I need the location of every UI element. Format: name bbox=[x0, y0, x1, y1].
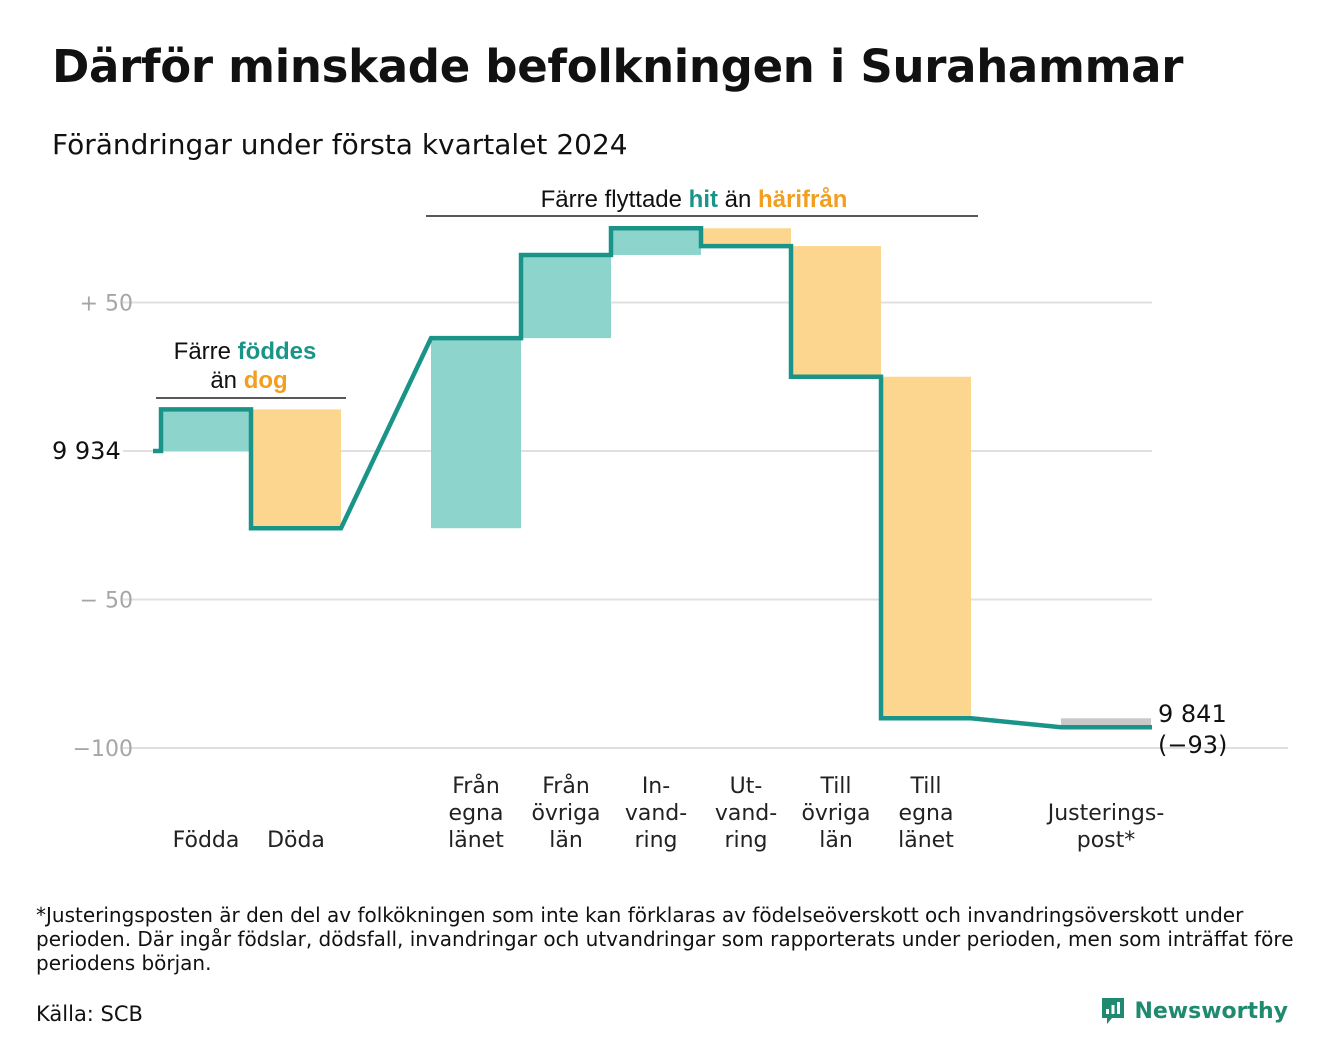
end-value-label: 9 841 bbox=[1158, 700, 1227, 728]
category-label: Ut-vand-ring bbox=[715, 774, 777, 853]
brand-name: Newsworthy bbox=[1134, 998, 1288, 1024]
category-label-line: Till bbox=[819, 774, 851, 799]
category-label-line: Födda bbox=[173, 828, 240, 853]
category-label-line: ring bbox=[634, 828, 677, 853]
end-change-label: (−93) bbox=[1158, 731, 1227, 759]
running-total-line bbox=[153, 226, 1152, 730]
births-annotation: Färre föddes än dog bbox=[156, 338, 346, 399]
category-label-line: In- bbox=[642, 774, 670, 799]
y-tick-label: −100 bbox=[73, 737, 133, 762]
moves-annotation-prefix: Färre flyttade bbox=[541, 186, 682, 213]
chart-title: Därför minskade befolkningen i Surahamma… bbox=[52, 40, 1184, 93]
category-label-line: Från bbox=[452, 773, 500, 799]
category-label-line: länet bbox=[898, 828, 954, 853]
y-tick-label: − 50 bbox=[80, 589, 133, 614]
moves-annotation: Färre flyttade hit än härifrån bbox=[426, 186, 978, 217]
bar-födda bbox=[161, 409, 251, 451]
bars bbox=[161, 228, 1151, 728]
category-label-line: övriga bbox=[801, 801, 870, 826]
category-label-line: Döda bbox=[267, 828, 325, 853]
births-annotation-line2: än dog bbox=[210, 367, 287, 394]
chart-subtitle: Förändringar under första kvartalet 2024 bbox=[52, 128, 628, 161]
category-label-line: län bbox=[819, 828, 853, 853]
category-label-line: Ut- bbox=[730, 774, 763, 799]
category-label-line: länet bbox=[448, 828, 504, 853]
category-label-line: vand- bbox=[625, 801, 687, 826]
category-label-line: övriga bbox=[531, 801, 600, 826]
newsworthy-logo-icon bbox=[1102, 998, 1125, 1024]
source-note: Källa: SCB bbox=[36, 1002, 143, 1026]
category-label: Döda bbox=[267, 828, 325, 853]
moves-annotation-connector: än bbox=[725, 186, 752, 213]
bar-till-egna-länet bbox=[881, 376, 971, 719]
category-label-line: Till bbox=[909, 774, 941, 799]
brand-logo: Newsworthy bbox=[1100, 996, 1288, 1026]
bar-från-övriga-län bbox=[521, 254, 611, 339]
moves-annotation-out: härifrån bbox=[758, 186, 847, 213]
bar-döda bbox=[251, 409, 341, 529]
bar-till-övriga-län bbox=[791, 246, 881, 377]
bar-invandring bbox=[611, 228, 701, 255]
grid-lines bbox=[123, 301, 1288, 749]
y-axis-ticks: + 50 − 50 −100 bbox=[73, 292, 133, 763]
moves-annotation-in: hit bbox=[689, 186, 718, 213]
category-label: In-vand-ring bbox=[625, 774, 687, 853]
moves-annotation-text: Färre flyttade hit än härifrån bbox=[541, 186, 848, 213]
category-label-line: egna bbox=[449, 801, 504, 826]
bar-från-egna-länet bbox=[431, 338, 521, 529]
births-annotation-line1: Färre föddes bbox=[174, 338, 317, 365]
bar-justeringspost- bbox=[1061, 718, 1151, 728]
births-annotation-out: dog bbox=[244, 367, 288, 394]
category-label: Till egna länet bbox=[898, 774, 954, 853]
births-annotation-connector: än bbox=[210, 367, 237, 394]
category-label-line: län bbox=[549, 828, 583, 853]
category-label-line: ring bbox=[724, 828, 767, 853]
births-annotation-prefix: Färre bbox=[174, 338, 231, 365]
category-label-line: egna bbox=[899, 801, 954, 826]
footnote: *Justeringsposten är den del av folkökni… bbox=[36, 903, 1294, 975]
category-label: Från egna länet bbox=[448, 773, 504, 853]
category-label: Justerings-post* bbox=[1046, 801, 1165, 853]
bar-utvandring bbox=[701, 228, 791, 247]
category-label-line: Från bbox=[542, 773, 590, 799]
start-value-label: 9 934 bbox=[52, 437, 121, 465]
category-label-line: Justerings- bbox=[1046, 801, 1165, 826]
category-label: Födda bbox=[173, 828, 240, 853]
category-label-line: post* bbox=[1077, 828, 1136, 853]
births-annotation-in: föddes bbox=[238, 338, 317, 365]
category-label: Från övriga län bbox=[531, 773, 600, 853]
category-label-line: vand- bbox=[715, 801, 777, 826]
y-tick-label: + 50 bbox=[80, 292, 133, 317]
category-label: Till övriga län bbox=[801, 774, 870, 853]
running-total-path bbox=[153, 226, 1152, 730]
